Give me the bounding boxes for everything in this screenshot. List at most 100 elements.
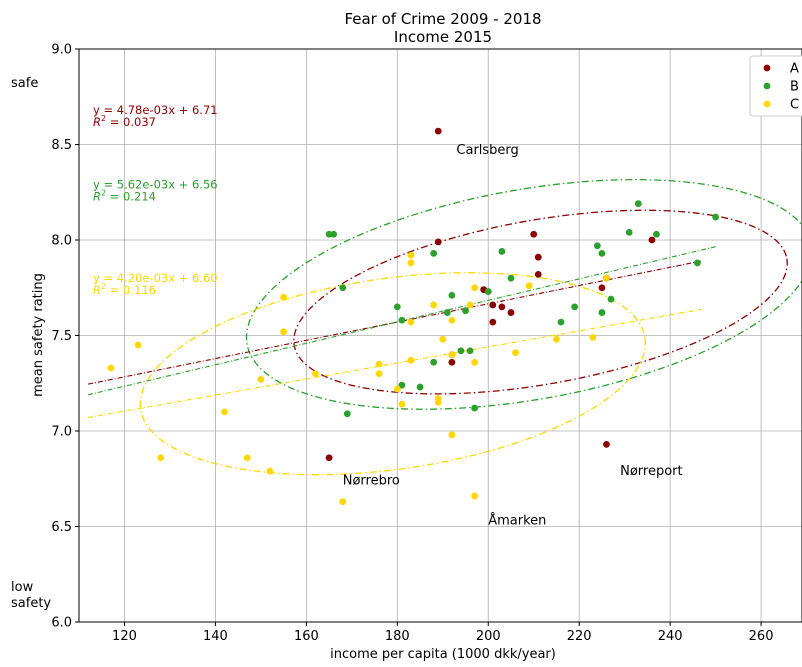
x-tick-label: 260: [749, 629, 774, 644]
y-side-label: low safety: [11, 580, 51, 611]
data-point-A: [434, 238, 442, 246]
data-point-B: [507, 274, 515, 282]
data-point-C: [375, 370, 383, 378]
data-point-C: [407, 318, 415, 326]
data-point-C: [448, 316, 456, 324]
legend-marker-C: [763, 100, 771, 108]
data-point-C: [466, 301, 474, 309]
data-point-A: [325, 454, 333, 462]
y-tick-label: 7.0: [51, 425, 72, 440]
data-point-A: [648, 236, 656, 244]
data-point-C: [407, 251, 415, 259]
data-point-B: [484, 288, 492, 295]
data-point-C: [471, 358, 479, 366]
data-point-A: [507, 309, 515, 316]
data-point-A: [489, 318, 497, 326]
data-point-B: [712, 213, 720, 221]
legend-label-A: A: [790, 62, 799, 77]
x-tick-label: 140: [203, 629, 228, 644]
y-tick-label: 8.0: [51, 234, 72, 249]
legend-box: [749, 55, 802, 117]
data-point-B: [593, 242, 601, 250]
chart-title: Fear of Crime 2009 - 2018: [344, 10, 541, 28]
legend-label-C: C: [790, 98, 799, 113]
data-point-C: [221, 408, 228, 416]
fit-equation-B: y = 5.62e-03x + 6.56: [93, 177, 218, 191]
confidence-ellipse-C: [139, 272, 646, 476]
data-point-C: [439, 335, 447, 343]
data-point-C: [157, 454, 165, 462]
grid-layer: [79, 48, 802, 623]
fit-equation-A: y = 4.78e-03x + 6.71: [93, 103, 218, 117]
chart-subtitle: Income 2015: [394, 28, 492, 46]
y-tick-label: 8.5: [51, 138, 72, 153]
legend: ABC: [749, 55, 802, 117]
x-tick-label: 160: [294, 629, 319, 644]
data-point-B: [339, 284, 347, 292]
data-point-C: [375, 360, 383, 368]
data-point-C: [393, 385, 401, 393]
y-side-label: safe: [11, 76, 38, 91]
x-tick-label: 240: [658, 629, 683, 644]
data-point-C: [312, 370, 319, 378]
data-point-B: [498, 248, 506, 255]
fit-r2-A: R2 = 0.037: [93, 114, 156, 129]
fit-r2-B: R2 = 0.214: [93, 188, 156, 203]
data-point-B: [653, 230, 660, 238]
place-annotation: Åmarken: [488, 513, 546, 529]
data-point-B: [443, 309, 451, 316]
y-tick-label: 9.0: [51, 43, 72, 58]
ellipse-layer: [139, 178, 802, 476]
data-point-C: [430, 301, 438, 309]
data-point-A: [598, 284, 606, 292]
data-point-C: [407, 259, 415, 267]
confidence-ellipse-B: [245, 178, 802, 410]
data-point-C: [107, 364, 115, 372]
data-point-C: [448, 431, 456, 439]
data-point-C: [407, 356, 415, 364]
x-axis-label: income per capita (1000 dkk/year): [330, 647, 556, 662]
data-point-B: [557, 318, 565, 326]
fit-line-A: [87, 260, 703, 385]
data-point-A: [530, 230, 538, 238]
data-point-A: [603, 440, 610, 448]
y-axis-label: mean safety rating: [31, 273, 46, 397]
data-point-C: [280, 328, 288, 336]
data-point-A: [498, 303, 506, 311]
fit-line-C: [87, 308, 703, 419]
data-point-B: [398, 316, 406, 324]
data-point-C: [243, 454, 251, 462]
data-point-B: [598, 309, 606, 316]
place-annotation: Nørreport: [620, 464, 683, 479]
data-point-B: [607, 295, 615, 303]
data-point-C: [603, 274, 610, 282]
y-tick-label: 6.5: [51, 520, 72, 535]
confidence-ellipse-A: [293, 209, 788, 395]
data-point-B: [471, 404, 479, 412]
data-point-B: [598, 249, 606, 257]
legend-marker-B: [763, 82, 771, 90]
fit-equation-C: y = 4.20e-03x + 6.60: [93, 271, 218, 285]
x-tick-label: 200: [476, 629, 501, 644]
data-point-B: [462, 307, 469, 315]
data-point-B: [448, 291, 456, 299]
data-point-B: [625, 228, 633, 236]
place-annotation: Carlsberg: [456, 143, 518, 158]
data-point-C: [471, 284, 479, 292]
data-point-B: [430, 249, 438, 257]
data-point-B: [343, 410, 351, 418]
x-tick-label: 220: [567, 629, 592, 644]
data-point-C: [512, 349, 519, 357]
legend-marker-A: [763, 64, 771, 72]
data-point-B: [393, 303, 401, 311]
data-point-C: [134, 341, 142, 349]
data-point-B: [430, 358, 438, 366]
place-annotation: Nørrebro: [343, 473, 400, 488]
data-point-C: [434, 398, 442, 406]
data-point-C: [448, 351, 456, 358]
data-point-B: [466, 347, 474, 355]
data-point-A: [534, 253, 542, 261]
legend-label-B: B: [790, 80, 799, 95]
